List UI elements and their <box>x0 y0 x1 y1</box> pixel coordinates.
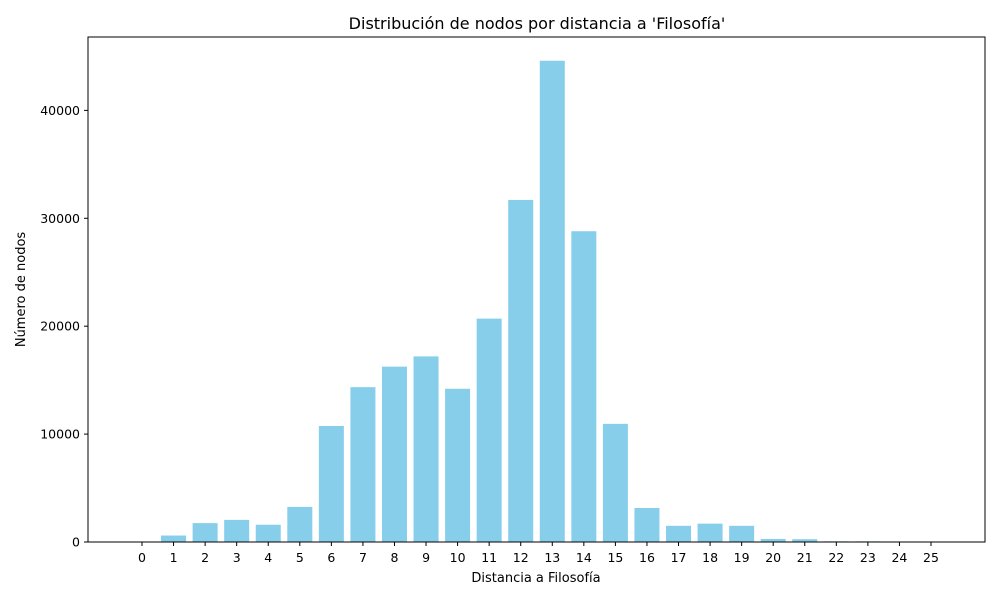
x-tick-label: 18 <box>702 550 718 565</box>
plot-frame <box>87 36 986 543</box>
y-tick-label: 30000 <box>40 211 80 226</box>
y-tick-label: 10000 <box>40 427 80 442</box>
x-tick-label: 2 <box>201 550 209 565</box>
bar-8 <box>381 366 407 542</box>
bar-17 <box>666 525 692 542</box>
chart-title: Distribución de nodos por distancia a 'F… <box>349 14 726 33</box>
bar-6 <box>318 426 344 542</box>
y-tick-label: 0 <box>72 535 80 550</box>
x-tick-label: 23 <box>860 550 876 565</box>
x-tick-label: 15 <box>607 550 623 565</box>
y-axis-label: Número de nodos <box>14 232 29 348</box>
bar-12 <box>508 199 534 542</box>
bar-19 <box>729 525 755 542</box>
bar-13 <box>539 60 565 543</box>
x-tick-label: 20 <box>765 550 781 565</box>
y-tick-label: 40000 <box>40 103 80 118</box>
bar-20 <box>760 538 786 542</box>
bar-7 <box>350 387 376 542</box>
bar-21 <box>792 539 818 542</box>
x-tick-label: 22 <box>828 550 844 565</box>
x-tick-label: 16 <box>639 550 655 565</box>
x-tick-label: 21 <box>797 550 813 565</box>
bars-group <box>129 60 944 543</box>
bar-1 <box>161 535 187 542</box>
x-tick-label: 4 <box>264 550 272 565</box>
x-axis-label: Distancia a Filosofía <box>471 571 600 586</box>
x-tick-label: 25 <box>923 550 939 565</box>
bar-11 <box>476 318 502 542</box>
x-tick-label: 1 <box>170 550 178 565</box>
y-tick-label: 20000 <box>40 319 80 334</box>
x-tick-label: 12 <box>513 550 529 565</box>
x-axis-ticks: 0 1 2 3 4 5 6 7 8 9 10 11 12 13 14 15 16 17 18 19 20 21 22 23 24… <box>138 542 939 565</box>
x-tick-label: 7 <box>359 550 367 565</box>
bar-16 <box>634 508 660 542</box>
x-tick-label: 17 <box>671 550 687 565</box>
bar-18 <box>697 523 723 542</box>
bar-5 <box>287 506 313 542</box>
bar-10 <box>445 388 471 542</box>
bar-2 <box>192 523 218 542</box>
bar-14 <box>571 231 597 543</box>
bar-3 <box>224 519 250 542</box>
x-tick-label: 13 <box>544 550 560 565</box>
x-tick-label: 5 <box>296 550 304 565</box>
x-tick-label: 11 <box>481 550 497 565</box>
x-tick-label: 9 <box>422 550 430 565</box>
bar-4 <box>255 524 281 542</box>
bar-9 <box>413 356 439 542</box>
x-tick-label: 0 <box>138 550 146 565</box>
x-tick-label: 14 <box>576 550 592 565</box>
y-axis-ticks: 0 10000 20000 30000 40000 <box>40 103 88 550</box>
x-tick-label: 10 <box>450 550 466 565</box>
bar-15 <box>602 423 628 542</box>
x-tick-label: 24 <box>891 550 907 565</box>
x-tick-label: 8 <box>391 550 399 565</box>
x-tick-label: 6 <box>327 550 335 565</box>
x-tick-label: 19 <box>734 550 750 565</box>
x-tick-label: 3 <box>233 550 241 565</box>
